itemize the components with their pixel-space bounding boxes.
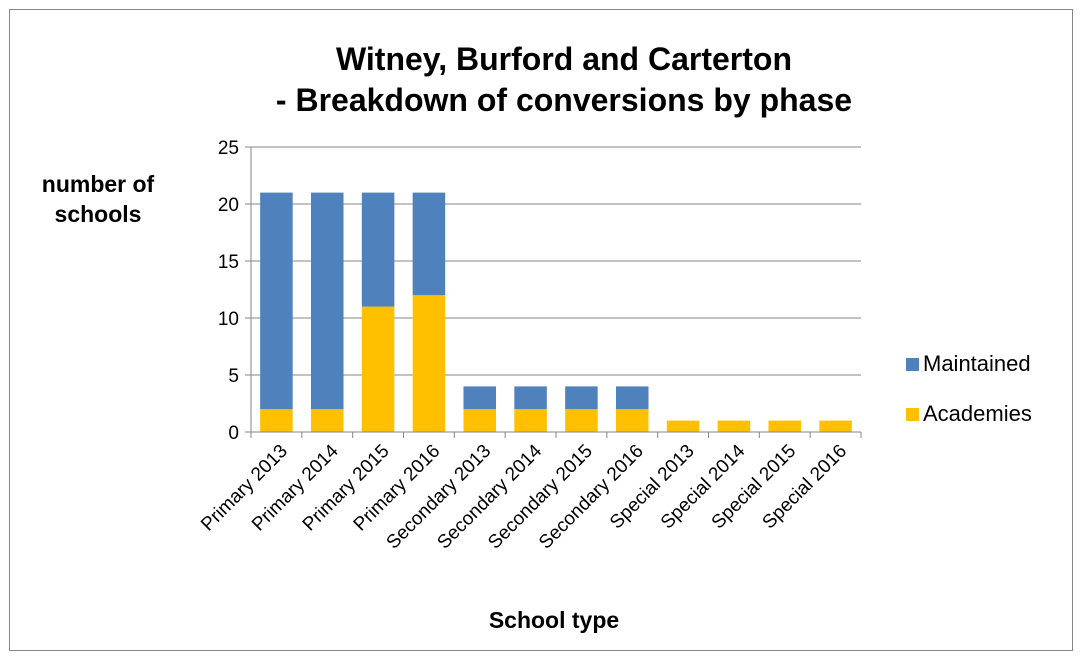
y-tick-label: 20: [218, 195, 239, 216]
chart-frame: Witney, Burford and Carterton - Breakdow…: [9, 9, 1073, 651]
legend: Maintained Academies: [906, 351, 1032, 426]
bar-academies: [666, 420, 700, 432]
x-tick-label: Primary 2013: [197, 441, 292, 536]
chart-title-line-1: Witney, Burford and Carterton: [336, 41, 792, 77]
bar-academies: [463, 409, 497, 432]
bar-maintained: [615, 386, 649, 410]
y-tick-labels: 0 5 10 15 20 25: [218, 138, 239, 444]
gridlines: [251, 146, 861, 376]
bar-maintained: [565, 386, 598, 410]
bar-academies: [412, 295, 446, 432]
bar-maintained: [310, 192, 344, 410]
bars: [260, 192, 852, 432]
bar-maintained: [260, 192, 293, 410]
legend-swatch-academies: [906, 408, 919, 421]
bar-maintained: [514, 386, 547, 410]
bar-academies: [310, 409, 344, 432]
legend-label-academies: Academies: [923, 401, 1032, 426]
bar-academies: [717, 420, 751, 432]
y-tick-label: 15: [218, 252, 239, 273]
bar-maintained: [361, 192, 395, 307]
y-tick-label: 10: [218, 309, 239, 330]
x-axis-title: School type: [489, 607, 619, 633]
chart-title: Witney, Burford and Carterton - Breakdow…: [276, 41, 852, 118]
y-axis-title: number of schools: [42, 171, 155, 227]
y-tick-label: 25: [218, 138, 239, 159]
bar-academies: [565, 409, 598, 432]
bar-academies: [260, 409, 293, 432]
y-tick-label: 0: [228, 423, 239, 444]
bar-academies: [768, 420, 802, 432]
bar-maintained: [463, 386, 497, 410]
y-axis-title-line-1: number of: [42, 171, 155, 197]
bar-academies: [819, 420, 852, 432]
chart: Witney, Burford and Carterton - Breakdow…: [42, 41, 1032, 633]
bar-academies: [361, 306, 395, 432]
axes: [245, 146, 862, 438]
y-axis-title-line-2: schools: [55, 201, 142, 227]
bar-academies: [514, 409, 547, 432]
legend-label-maintained: Maintained: [923, 351, 1031, 376]
bar-maintained: [412, 192, 446, 296]
chart-title-line-2: - Breakdown of conversions by phase: [276, 82, 852, 118]
legend-swatch-maintained: [906, 358, 919, 371]
y-tick-label: 5: [228, 366, 239, 387]
bar-academies: [615, 409, 649, 432]
